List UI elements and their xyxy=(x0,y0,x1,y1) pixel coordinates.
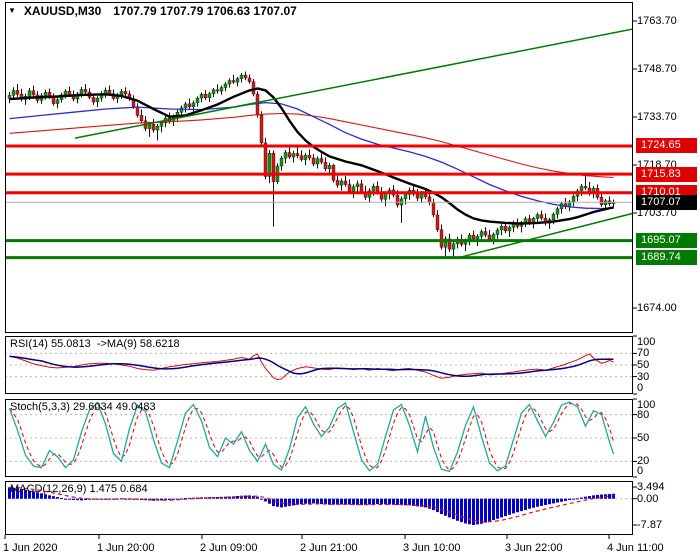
price-tick: 1674.00 xyxy=(637,302,677,315)
resistance-badge: 1715.83 xyxy=(636,166,697,182)
stoch-scale-tick: 20 xyxy=(637,455,650,468)
support-badge: 1695.07 xyxy=(636,233,697,249)
symbol-dropdown-icon[interactable]: ▼ xyxy=(8,6,16,15)
stoch-scale-tick: 80 xyxy=(637,408,650,421)
time-tick: 3 Jun 22:00 xyxy=(505,542,563,554)
time-tick: 1 Jun 2020 xyxy=(3,542,58,554)
macd-scale-tick: 3.494 xyxy=(637,481,665,494)
price-tick: 1733.70 xyxy=(637,111,677,123)
time-tick: 3 Jun 10:00 xyxy=(403,542,461,554)
bid-price-badge: 1707.07 xyxy=(636,194,697,210)
rsi-scale-tick: 100 xyxy=(637,336,656,348)
stoch-label: Stoch(5,3,3) 29.6034 49.0483 xyxy=(10,401,156,413)
stoch-scale-tick: 0 xyxy=(637,465,644,477)
macd-scale-tick: 0.00 xyxy=(637,492,659,505)
rsi-scale-tick: 0 xyxy=(637,382,644,394)
macd-label: MACD(12,26,9) 1.475 0.684 xyxy=(10,483,148,495)
time-tick: 1 Jun 20:00 xyxy=(97,542,155,554)
time-tick: 2 Jun 09:00 xyxy=(200,542,258,554)
resistance-badge: 1724.65 xyxy=(636,138,697,154)
price-tick: 1748.70 xyxy=(637,63,677,75)
rsi-scale-tick: 70 xyxy=(637,347,650,360)
stoch-scale-tick: 100 xyxy=(637,399,656,411)
price-tick: 1763.70 xyxy=(637,15,677,27)
ohlc-values: 1707.79 1707.79 1706.63 1707.07 xyxy=(113,4,297,18)
time-tick: 2 Jun 21:00 xyxy=(300,542,358,554)
rsi-label: RSI(14) 55.0813 ->MA(9) 58.6218 xyxy=(10,338,180,350)
chart-title: ▼ XAUUSD,M30 1707.79 1707.79 1706.63 1707.… xyxy=(8,4,297,18)
macd-scale-tick: -7.87 xyxy=(637,519,663,532)
support-badge: 1689.74 xyxy=(636,250,697,266)
stoch-scale-tick: 50 xyxy=(637,432,650,444)
price-tick: 1703.70 xyxy=(637,207,677,219)
rsi-scale-tick: 50 xyxy=(637,359,650,371)
time-tick: 4 Jun 11:00 xyxy=(607,542,664,554)
symbol-timeframe: XAUUSD,M30 xyxy=(23,4,102,18)
rsi-scale-tick: 30 xyxy=(637,370,650,383)
